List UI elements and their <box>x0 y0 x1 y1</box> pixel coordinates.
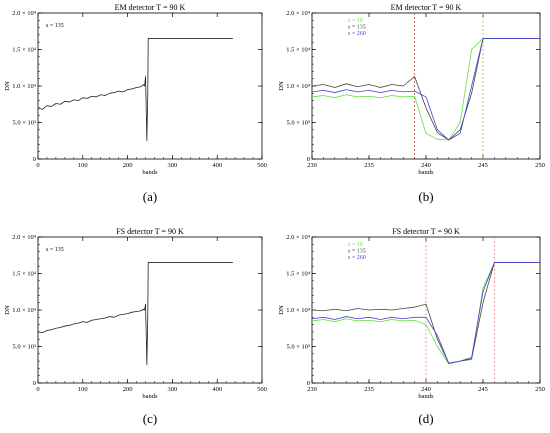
y-tick-label: 2.0 × 10⁴ <box>12 10 37 17</box>
x-tick-label: 300 <box>168 386 178 393</box>
x-tick-label: 200 <box>123 162 133 169</box>
x-tick-label: 240 <box>421 386 431 393</box>
series-line-0 <box>37 262 233 366</box>
legend-entry: s = 260 <box>348 255 366 261</box>
y-tick-label: 1.5 × 10⁴ <box>12 47 37 54</box>
legend-entry: s = 10 <box>348 242 363 248</box>
y-tick-label: 0 <box>33 156 36 163</box>
plot-frame <box>37 12 263 160</box>
plot-frame <box>311 12 541 160</box>
legend-entry: s = 260 <box>348 31 366 37</box>
x-tick-label: 100 <box>78 162 88 169</box>
x-tick-label: 0 <box>36 386 39 393</box>
plot-frame <box>37 236 263 384</box>
x-tick-label: 230 <box>307 386 317 393</box>
y-axis-label: DN <box>4 81 11 91</box>
y-tick-label: 0 <box>307 156 310 163</box>
y-tick-label: 5.0 × 10³ <box>13 344 37 351</box>
chart-panel-b: EM detector T = 90 K 230 235 240 245 250 0 5.0 … <box>278 3 545 204</box>
chart-panel-c: FS detector T = 90 K 0 100 200 300 400 500 0 5.0… <box>4 227 267 426</box>
annotation-label: s = 135 <box>46 23 64 29</box>
panel-caption: (a) <box>143 189 157 204</box>
x-tick-label: 230 <box>307 162 317 169</box>
x-tick-label: 235 <box>364 386 374 393</box>
x-axis-label: bands <box>142 393 158 400</box>
x-tick-label: 245 <box>478 162 488 169</box>
x-tick-label: 300 <box>168 162 178 169</box>
series-line-2 <box>311 38 540 141</box>
x-tick-label: 400 <box>212 162 222 169</box>
x-tick-label: 100 <box>78 386 88 393</box>
x-tick-label: 0 <box>36 162 39 169</box>
x-tick-label: 235 <box>364 162 374 169</box>
x-tick-label: 245 <box>478 386 488 393</box>
x-axis-label: bands <box>418 169 434 176</box>
chart-title: FS detector T = 90 K <box>392 227 460 236</box>
chart-title: EM detector T = 90 K <box>115 3 186 12</box>
annotation-label: s = 135 <box>46 247 64 253</box>
y-axis-label: DN <box>278 81 285 91</box>
x-axis-label: bands <box>142 169 158 176</box>
y-tick-label: 2.0 × 10⁴ <box>12 234 37 241</box>
series-line-0 <box>37 38 233 142</box>
y-tick-label: 2.0 × 10⁴ <box>286 10 311 17</box>
legend-entry: s = 135 <box>348 25 366 31</box>
y-tick-label: 0 <box>33 380 36 387</box>
y-tick-label: 1.5 × 10⁴ <box>286 47 311 54</box>
y-tick-label: 5.0 × 10³ <box>287 120 311 127</box>
chart-panel-a: EM detector T = 90 K 0 100 200 300 400 500 0 5.0… <box>4 3 267 204</box>
y-tick-label: 2.0 × 10⁴ <box>286 234 311 241</box>
series-line-2 <box>311 262 540 364</box>
x-tick-label: 250 <box>535 162 545 169</box>
y-tick-label: 1.5 × 10⁴ <box>286 271 311 278</box>
y-tick-label: 5.0 × 10³ <box>13 120 37 127</box>
x-tick-label: 400 <box>212 386 222 393</box>
chart-panel-d: FS detector T = 90 K 230 235 240 245 250 0 5.0 … <box>278 227 545 426</box>
y-axis-label: DN <box>4 305 11 315</box>
y-axis-label: DN <box>278 305 285 315</box>
legend-entry: s = 10 <box>348 18 363 24</box>
x-axis-label: bands <box>418 393 434 400</box>
legend-entry: s = 135 <box>348 249 366 255</box>
panel-caption: (c) <box>143 411 157 426</box>
panel-caption: (d) <box>418 411 433 426</box>
chart-title: FS detector T = 90 K <box>116 227 184 236</box>
x-tick-label: 240 <box>421 162 431 169</box>
y-tick-label: 5.0 × 10³ <box>287 344 311 351</box>
chart-title: EM detector T = 90 K <box>391 3 462 12</box>
y-tick-label: 1.0 × 10⁴ <box>12 307 37 314</box>
y-tick-label: 1.5 × 10⁴ <box>12 271 37 278</box>
y-tick-label: 0 <box>307 380 310 387</box>
y-tick-label: 1.0 × 10⁴ <box>286 307 311 314</box>
x-tick-label: 250 <box>535 386 545 393</box>
x-tick-label: 200 <box>123 386 133 393</box>
y-tick-label: 1.0 × 10⁴ <box>12 83 37 90</box>
panel-caption: (b) <box>418 189 433 204</box>
x-tick-label: 500 <box>257 162 267 169</box>
x-tick-label: 500 <box>257 386 267 393</box>
y-tick-label: 1.0 × 10⁴ <box>286 83 311 90</box>
